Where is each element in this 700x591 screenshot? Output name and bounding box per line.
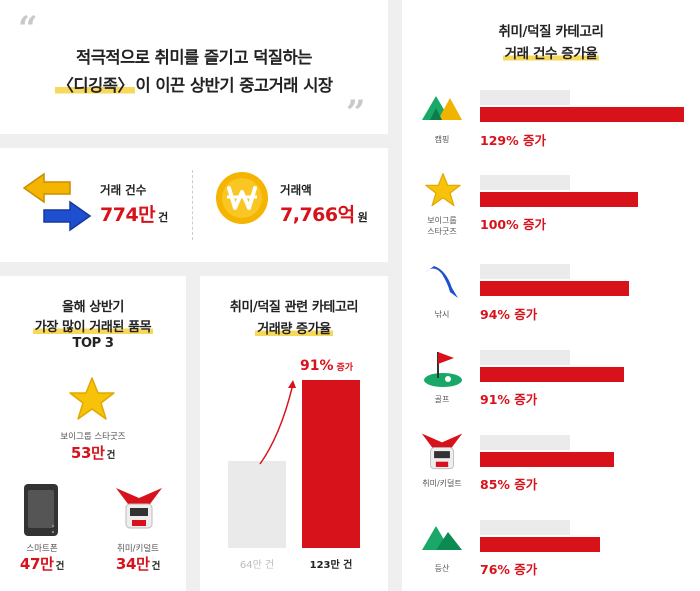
stats-divider	[192, 170, 193, 240]
volume-increase-value: 91%	[300, 358, 334, 374]
exchange-arrows-icon	[22, 172, 92, 232]
rate-item-4-ref-bar	[480, 350, 570, 365]
rate-item-2-ref-bar	[480, 175, 570, 190]
volume-card: 취미/덕질 관련 카테고리 거래량 증가율 91% 증가 64만 건 123만 건	[200, 276, 388, 591]
rate-item-4-label: 골프	[434, 395, 450, 404]
rate-item-2-number: 100%	[480, 217, 519, 232]
top3-item-2-label: 스마트폰	[26, 544, 58, 554]
won-coin-icon	[216, 172, 268, 224]
rate-item-5-ref-bar	[480, 435, 570, 450]
rate-item-6-suffix: 증가	[514, 562, 538, 577]
rate-item-1-label: 캠핑	[434, 135, 450, 144]
count-number: 774만	[100, 204, 156, 226]
top3-item-3-label: 취미/키덜트	[117, 544, 159, 554]
rate-item-2-suffix: 증가	[522, 217, 546, 232]
open-quote-icon: “	[18, 9, 38, 49]
rate-item-3-label: 낚시	[434, 310, 450, 319]
headline-line-2-rest: 이 이끈 상반기 중고거래 시장	[135, 76, 333, 95]
rate-item-5-label: 취미/키덜트	[422, 479, 462, 488]
rate-item-5-value: 85% 증가	[480, 474, 537, 493]
rate-item-5-bar	[480, 452, 614, 467]
volume-increase: 91% 증가	[300, 358, 353, 374]
mountain-icon	[422, 526, 462, 550]
count-label: 거래 건수	[100, 183, 147, 197]
volume-title-line-1: 취미/덕질 관련 카테고리	[229, 300, 359, 315]
headline-card: “ 적극적으로 취미를 즐기고 덕질하는 〈디깅족〉 이 이끈 상반기 중고거래 …	[0, 0, 388, 134]
rates-title-highlight: 거래 건수 증가율	[502, 46, 600, 62]
volume-bar-before	[228, 461, 286, 548]
rates-title-line-2: 거래 건수 증가율	[402, 42, 700, 62]
amount-number: 7,766억	[280, 204, 355, 226]
rate-item-3-value: 94% 증가	[480, 304, 537, 323]
rate-item-5-suffix: 증가	[514, 477, 538, 492]
top3-item-1-unit: 건	[106, 450, 116, 461]
rate-item-6-ref-bar	[480, 520, 570, 535]
volume-bar-chart	[228, 380, 360, 548]
top3-item-2-value: 47만	[19, 555, 54, 573]
headline-line-2: 〈디깅족〉 이 이끈 상반기 중고거래 시장	[0, 72, 388, 96]
smartphone-icon	[24, 484, 58, 536]
rate-item-5-number: 85%	[480, 477, 510, 492]
count-value: 774만 건	[100, 200, 168, 227]
rate-item-3-ref-bar	[480, 264, 570, 279]
volume-bar-after	[302, 380, 360, 548]
rate-item-4-suffix: 증가	[514, 392, 538, 407]
top3-card: 올해 상반기 가장 많이 거래된 품목 TOP 3 보이그룹 스타굿즈 53만 건…	[0, 276, 186, 591]
volume-title-highlight: 거래량 증가율	[255, 322, 333, 337]
top3-item-3-count: 34만 건	[96, 553, 180, 574]
top3-item-1-count: 53만 건	[0, 442, 186, 463]
robot-icon	[116, 488, 162, 529]
fish-icon	[426, 266, 458, 298]
rate-item-1-value: 129% 증가	[480, 130, 546, 149]
top3-title-line-2: 가장 많이 거래된 품목	[0, 316, 186, 335]
rate-item-1-number: 129%	[480, 133, 519, 148]
rate-item-4-value: 91% 증가	[480, 389, 537, 408]
rate-item-6-value: 76% 증가	[480, 559, 537, 578]
top3-item-1-value: 53만	[70, 444, 105, 462]
top3-item-2-unit: 건	[55, 561, 65, 572]
rates-title-line-1: 취미/덕질 카테고리	[498, 24, 604, 40]
top3-item-2-count: 47만 건	[0, 553, 84, 574]
rates-card: 취미/덕질 카테고리 거래 건수 증가율 캠핑 보이그룹 스타굿즈 낚시 골프 …	[402, 0, 700, 591]
stats-card: 거래 건수 774만 건 거래액 7,766억 원	[0, 148, 388, 262]
amount-value: 7,766억 원	[280, 200, 368, 227]
rate-item-3-bar	[480, 281, 629, 296]
rate-item-4-bar	[480, 367, 624, 382]
top3-item-3-unit: 건	[151, 561, 161, 572]
volume-increase-suffix: 증가	[336, 363, 354, 373]
rate-item-1-bar	[480, 107, 684, 122]
close-quote-icon: ”	[346, 93, 366, 133]
golf-flag-icon	[424, 352, 462, 387]
volume-title-line-2: 거래량 증가율	[200, 318, 388, 337]
amount-unit: 원	[357, 211, 368, 224]
rate-item-6-number: 76%	[480, 562, 510, 577]
top3-title-line-1: 올해 상반기	[62, 300, 124, 315]
headline-line-1: 적극적으로 취미를 즐기고 덕질하는	[76, 48, 312, 67]
volume-before-label: 64만 건	[239, 560, 275, 571]
rate-item-6-bar	[480, 537, 600, 552]
rate-item-6-label: 등산	[434, 564, 450, 573]
rate-item-4-number: 91%	[480, 392, 510, 407]
rate-item-3-suffix: 증가	[514, 307, 538, 322]
rate-item-1-suffix: 증가	[522, 133, 546, 148]
volume-after-label: 123만 건	[309, 560, 353, 571]
top3-title-highlight: 가장 많이 거래된 품목	[32, 320, 154, 335]
rate-item-2-value: 100% 증가	[480, 214, 546, 233]
count-unit: 건	[158, 211, 168, 224]
top3-title-line-3: TOP 3	[72, 336, 114, 351]
headline-highlight: 〈디깅족〉	[55, 76, 136, 95]
rate-item-2-bar	[480, 192, 638, 207]
rate-item-1-ref-bar	[480, 90, 570, 105]
rate-item-2-label: 보이그룹 스타굿즈	[427, 216, 457, 236]
rate-item-3-number: 94%	[480, 307, 510, 322]
top3-item-1-label: 보이그룹 스타굿즈	[60, 432, 126, 442]
increase-arrow-head	[288, 380, 296, 388]
star-icon	[425, 172, 461, 207]
top3-item-3-value: 34만	[115, 555, 150, 573]
robot-icon	[421, 433, 463, 470]
increase-arrow-line	[259, 387, 293, 465]
camping-tent-icon	[422, 96, 462, 120]
amount-label: 거래액	[280, 183, 312, 197]
star-icon	[69, 377, 115, 420]
